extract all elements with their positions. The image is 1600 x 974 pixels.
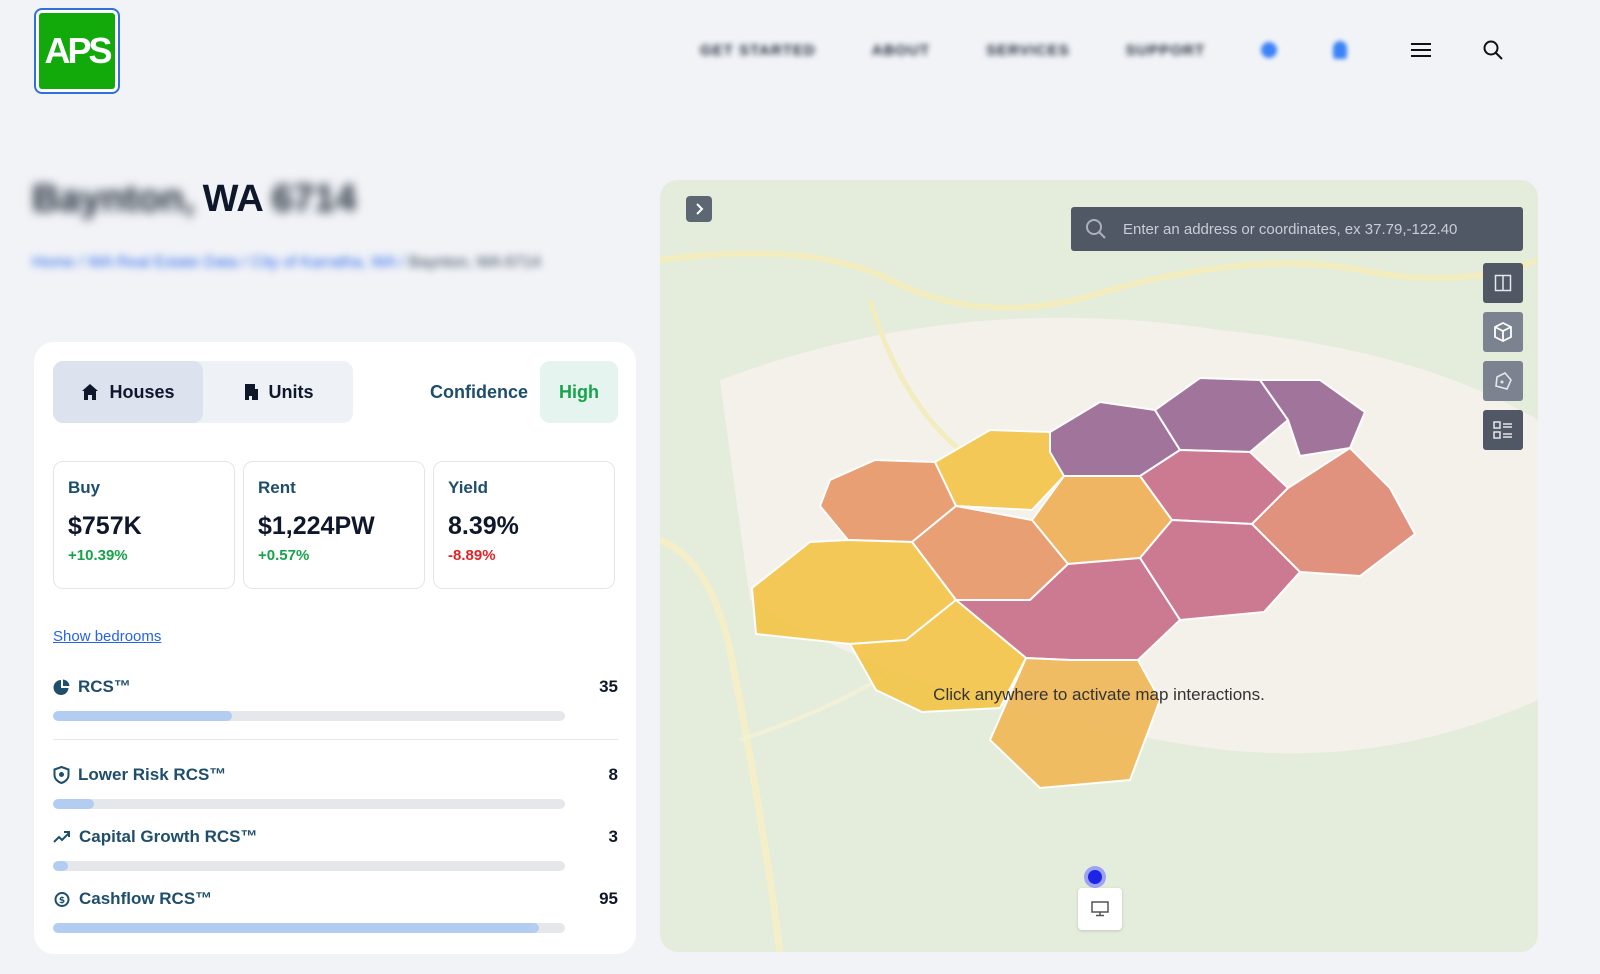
polygon-icon [1495,372,1512,390]
breadcrumb: Home / WA Real Estate Data / City of Kar… [32,254,541,271]
property-type-toggle: Houses Units [53,361,353,423]
tab-units-label: Units [268,381,314,402]
nav-services[interactable]: SERVICES [986,41,1070,59]
breadcrumb-current: Baynton, WA 6714 [408,254,541,271]
tab-houses[interactable]: Houses [53,361,203,423]
nav-about[interactable]: ABOUT [871,41,931,59]
map-search [1071,207,1523,251]
top-nav: GET STARTED ABOUT SERVICES SUPPORT [700,38,1553,62]
menu-icon[interactable] [1409,38,1433,62]
metric-label: Capital Growth RCS™ [79,827,258,846]
value-cards: Buy $757K +10.39% Rent $1,224PW +0.57% Y… [53,461,615,589]
metric-bar [53,799,565,809]
buy-card: Buy $757K +10.39% [53,461,235,589]
metric-bar [53,923,565,933]
card-label: Buy [68,478,101,497]
tab-units[interactable]: Units [203,361,353,423]
breadcrumb-item[interactable]: WA Real Estate Data [88,254,238,271]
metric-value: 35 [599,677,618,696]
card-change: +0.57% [258,547,310,564]
main-road [660,250,1538,311]
confidence-label: Confidence [430,382,529,402]
hex-heatmap [750,376,1417,790]
location-marker[interactable] [1084,866,1106,888]
device-toggle-button[interactable] [1078,888,1122,930]
metric-bar [53,711,565,721]
metric-bar-fill [53,711,233,721]
home-icon [82,384,99,400]
metric-capital-growth: Capital Growth RCS™ 3 [53,825,618,871]
road [867,299,962,452]
title-postcode: 6714 [271,178,357,220]
card-change: +10.39% [68,547,128,564]
aps-logo[interactable]: APS [34,8,120,94]
confidence-badge: High [540,361,618,423]
metric-bar [53,861,565,871]
svg-text:$: $ [59,896,65,906]
highway [660,536,784,952]
3d-view-button[interactable] [1483,312,1523,352]
search-icon[interactable] [1481,38,1505,62]
card-value: 8.39% [448,512,519,540]
map-canvas[interactable] [660,180,1538,952]
logo-text: APS [39,13,115,89]
metric-bar-fill [53,923,540,933]
user-icon[interactable] [1333,41,1348,59]
list-view-icon [1493,421,1512,439]
metric-label: Lower Risk RCS™ [78,765,227,784]
metric-label: RCS™ [78,677,131,696]
hex-cell [988,656,1162,790]
divider [53,739,618,740]
breadcrumb-item[interactable]: City of Karratha, WA [251,254,396,271]
show-bedrooms-link[interactable]: Show bedrooms [53,628,162,645]
nav-support[interactable]: SUPPORT [1125,41,1206,59]
split-view-icon [1494,274,1512,292]
chevron-right-icon [696,203,704,215]
map-tools [1483,263,1523,450]
building-icon [244,384,258,400]
card-value: $1,224PW [258,512,375,540]
metric-lower-risk: Lower Risk RCS™ 8 [53,763,618,809]
metric-bar-fill [53,799,94,809]
card-value: $757K [68,512,142,540]
cube-3d-icon [1494,322,1512,342]
shield-icon [53,766,70,784]
cashflow-icon: $ [54,891,70,907]
metric-value: 95 [599,889,618,908]
card-label: Yield [448,478,488,497]
metric-value: 8 [608,765,618,784]
breadcrumb-item[interactable]: Home [32,254,75,271]
pie-chart-icon [53,679,70,695]
metric-bar-fill [53,861,69,871]
map-activation-message: Click anywhere to activate map interacti… [933,685,1265,704]
monitor-icon [1091,901,1109,917]
map-search-input[interactable] [1121,219,1505,239]
title-state: WA [202,178,264,220]
yield-card: Yield 8.39% -8.89% [433,461,615,589]
metric-label: Cashflow RCS™ [79,889,213,908]
metric-value: 3 [608,827,618,846]
tab-houses-label: Houses [109,381,175,402]
stats-panel: Houses Units Confidence High Buy $757K +… [34,342,636,954]
split-view-button[interactable] [1483,263,1523,303]
rent-card: Rent $1,224PW +0.57% [243,461,425,589]
metric-cashflow: $ Cashflow RCS™ 95 [53,887,618,933]
list-view-button[interactable] [1483,410,1523,450]
trending-up-icon [53,831,70,843]
search-icon [1086,219,1106,239]
title-suburb: Baynton, [32,178,195,220]
panel-collapse-button[interactable] [686,196,712,222]
nav-get-started[interactable]: GET STARTED [700,41,816,59]
globe-icon[interactable] [1261,42,1278,58]
card-label: Rent [258,478,296,497]
page-title: Baynton, WA 6714 [32,178,356,221]
hex-cell [848,598,1028,714]
map-view[interactable]: Click anywhere to activate map interacti… [660,180,1538,952]
draw-polygon-button[interactable] [1483,361,1523,401]
card-change: -8.89% [448,547,496,564]
metric-rcs: RCS™ 35 [53,675,618,721]
